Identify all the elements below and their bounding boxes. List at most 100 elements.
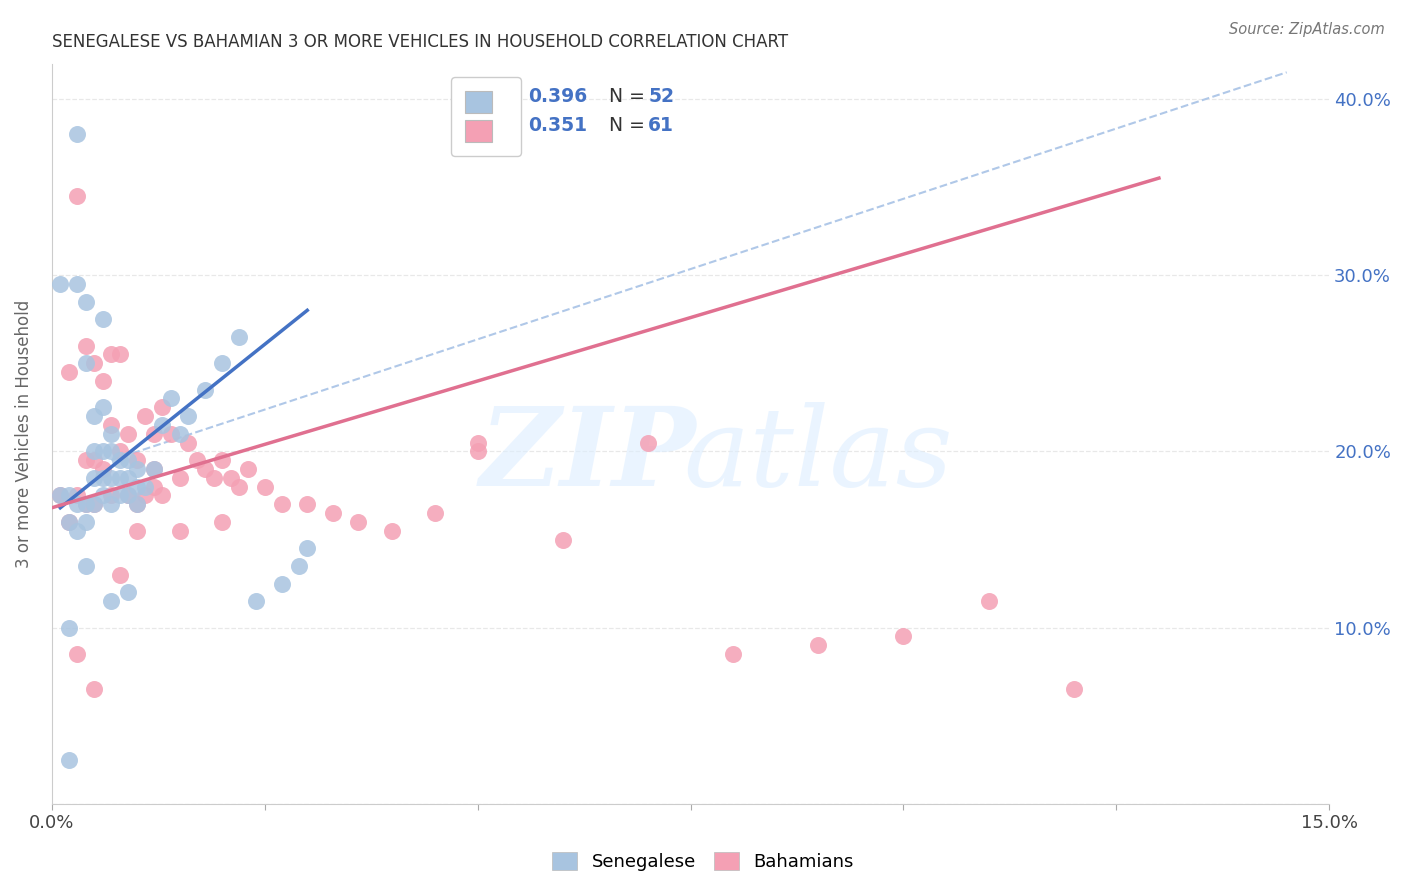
Point <box>83 682 105 697</box>
Point <box>211 515 233 529</box>
Point <box>467 444 489 458</box>
Point <box>75 497 97 511</box>
Point <box>66 277 89 291</box>
Point <box>58 365 80 379</box>
Point <box>297 541 319 556</box>
Point <box>91 471 114 485</box>
Point <box>83 356 105 370</box>
Point <box>236 462 259 476</box>
Point <box>75 497 97 511</box>
Legend: Senegalese, Bahamians: Senegalese, Bahamians <box>544 845 862 879</box>
Text: N =: N = <box>609 87 651 105</box>
Text: 52: 52 <box>648 87 675 105</box>
Point <box>66 524 89 538</box>
Point <box>977 594 1000 608</box>
Point <box>322 506 344 520</box>
Point <box>125 453 148 467</box>
Point <box>75 453 97 467</box>
Point <box>108 471 131 485</box>
Point <box>721 647 744 661</box>
Point <box>134 409 156 423</box>
Point <box>100 347 122 361</box>
Point <box>125 497 148 511</box>
Point <box>142 426 165 441</box>
Point <box>100 497 122 511</box>
Point <box>228 480 250 494</box>
Point <box>152 488 174 502</box>
Point <box>186 453 208 467</box>
Point <box>270 576 292 591</box>
Point <box>91 444 114 458</box>
Point <box>117 585 139 599</box>
Point <box>91 488 114 502</box>
Point <box>160 392 183 406</box>
Point <box>297 497 319 511</box>
Point <box>381 524 404 538</box>
Point <box>142 480 165 494</box>
Point <box>100 444 122 458</box>
Point <box>177 435 200 450</box>
Point <box>423 506 446 520</box>
Point <box>100 488 122 502</box>
Point <box>211 453 233 467</box>
Point <box>49 488 72 502</box>
Text: 0.396: 0.396 <box>529 87 588 105</box>
Point <box>100 594 122 608</box>
Point <box>125 462 148 476</box>
Point <box>75 356 97 370</box>
Point <box>1063 682 1085 697</box>
Point <box>66 647 89 661</box>
Text: R =: R = <box>489 87 530 105</box>
Point <box>467 435 489 450</box>
Point <box>117 453 139 467</box>
Point <box>169 524 191 538</box>
Point <box>83 497 105 511</box>
Point <box>75 294 97 309</box>
Point <box>83 453 105 467</box>
Text: N =: N = <box>609 116 651 136</box>
Point <box>160 426 183 441</box>
Point <box>228 330 250 344</box>
Point <box>177 409 200 423</box>
Point <box>83 409 105 423</box>
Text: SENEGALESE VS BAHAMIAN 3 OR MORE VEHICLES IN HOUSEHOLD CORRELATION CHART: SENEGALESE VS BAHAMIAN 3 OR MORE VEHICLE… <box>52 33 787 51</box>
Point <box>75 558 97 573</box>
Point <box>108 347 131 361</box>
Point <box>83 497 105 511</box>
Point <box>66 188 89 202</box>
Point <box>117 471 139 485</box>
Point <box>117 488 139 502</box>
Point <box>117 488 139 502</box>
Point <box>347 515 370 529</box>
Y-axis label: 3 or more Vehicles in Household: 3 or more Vehicles in Household <box>15 300 32 568</box>
Point <box>125 497 148 511</box>
Point <box>253 480 276 494</box>
Point <box>58 515 80 529</box>
Point <box>134 488 156 502</box>
Point <box>211 356 233 370</box>
Point <box>66 488 89 502</box>
Point <box>270 497 292 511</box>
Point <box>49 277 72 291</box>
Point <box>83 444 105 458</box>
Point <box>169 426 191 441</box>
Point <box>58 753 80 767</box>
Point <box>66 127 89 141</box>
Point <box>142 462 165 476</box>
Point <box>100 426 122 441</box>
Point <box>108 488 131 502</box>
Text: R =: R = <box>489 116 530 136</box>
Text: Source: ZipAtlas.com: Source: ZipAtlas.com <box>1229 22 1385 37</box>
Point <box>194 383 217 397</box>
Point <box>219 471 242 485</box>
Point <box>551 533 574 547</box>
Point <box>49 488 72 502</box>
Point <box>142 462 165 476</box>
Point <box>58 515 80 529</box>
Point <box>75 515 97 529</box>
Point <box>108 444 131 458</box>
Point <box>152 417 174 432</box>
Point <box>75 338 97 352</box>
Point <box>125 524 148 538</box>
Point <box>100 417 122 432</box>
